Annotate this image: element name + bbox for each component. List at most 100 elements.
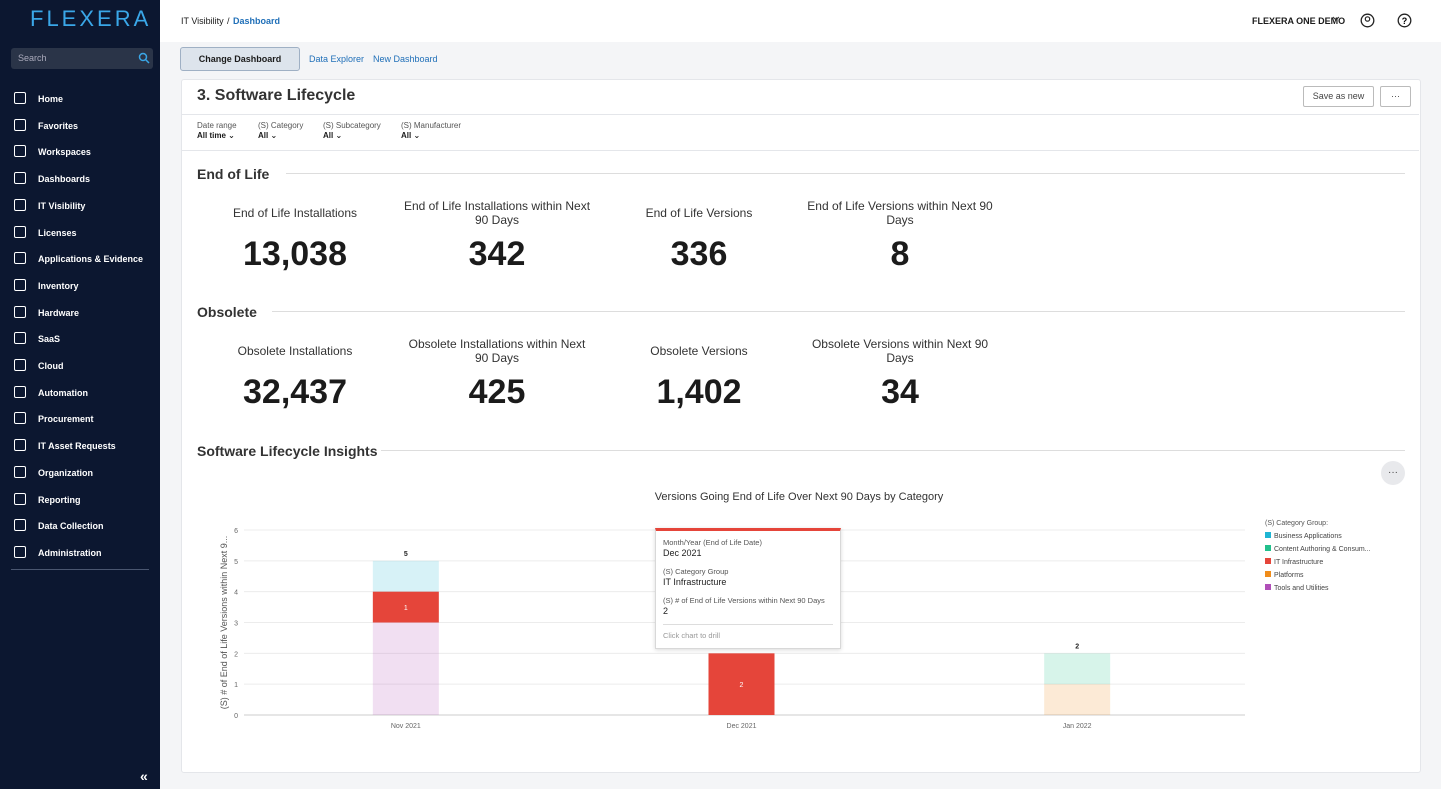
nav-label: Licenses <box>38 227 77 238</box>
nav-item[interactable]: Home <box>12 89 152 109</box>
nav-label: Cloud <box>38 361 64 371</box>
nav-label: SaaS <box>38 334 61 345</box>
topbar: IT Visibility / Dashboard FLEXERA ONE DE… <box>160 0 1441 42</box>
legend-label: Content Authoring & Consum... <box>1274 546 1371 553</box>
kpi-value: 342 <box>468 235 526 273</box>
filter-label: Date range <box>197 121 237 130</box>
section-line <box>286 173 1405 174</box>
kpi-value: 336 <box>670 235 728 273</box>
x-tick-label: Dec 2021 <box>727 723 757 730</box>
help-icon[interactable]: ? <box>1397 13 1412 28</box>
y-tick-label: 1 <box>234 682 238 689</box>
data-explorer-link[interactable]: Data Explorer <box>309 54 365 64</box>
y-axis-label: (S) # of End of Life Versions within Nex… <box>219 536 229 710</box>
tooltip-label: Month/Year (End of Life Date) <box>663 538 762 547</box>
kpi-label: Obsolete Installations within Next 90 Da… <box>408 337 586 365</box>
segment-label: 2 <box>740 682 744 689</box>
tooltip-value: IT Infrastructure <box>663 577 727 587</box>
filter-label: (S) Subcategory <box>323 121 381 130</box>
kpi-value: 32,437 <box>243 373 347 411</box>
divider <box>11 569 149 570</box>
filter-value[interactable]: All ⌄ <box>401 131 421 140</box>
legend-swatch <box>1265 584 1271 590</box>
nav-item[interactable]: IT Visibility <box>12 196 152 216</box>
nav-item[interactable]: Data Collection <box>12 516 152 536</box>
section-line <box>381 450 1405 451</box>
y-tick-label: 0 <box>234 713 238 720</box>
legend-title: (S) Category Group: <box>1265 520 1328 527</box>
nav-item[interactable]: Cloud <box>12 356 152 376</box>
nav-item[interactable]: Inventory <box>12 276 152 296</box>
chart-menu[interactable]: ··· <box>1381 461 1405 485</box>
legend-swatch <box>1265 545 1271 551</box>
nav-icon <box>14 172 26 185</box>
kpi-value: 13,038 <box>243 235 347 273</box>
nav-label: Favorites <box>38 120 79 131</box>
nav-label: Administration <box>38 547 102 558</box>
nav-label: Data Collection <box>38 521 104 532</box>
nav-icon <box>14 545 26 558</box>
nav-item[interactable]: Dashboards <box>12 169 152 189</box>
nav-item[interactable]: Automation <box>12 383 152 403</box>
total-label: 2 <box>1075 643 1079 650</box>
tooltip-value: 2 <box>663 606 669 616</box>
dashboard-card <box>181 79 1421 773</box>
nav-icon <box>14 198 26 211</box>
kpi-label: Obsolete Installations <box>237 344 353 358</box>
nav-item[interactable]: Applications & Evidence <box>12 249 152 269</box>
filter-label: (S) Manufacturer <box>401 121 462 130</box>
kpi-value: 1,402 <box>656 373 742 411</box>
tooltip-label: (S) Category Group <box>663 567 729 576</box>
filter-value[interactable]: All ⌄ <box>258 131 278 140</box>
tooltip-divider <box>663 624 833 625</box>
save-as-new-button[interactable]: Save as new <box>1303 86 1374 107</box>
nav-item[interactable]: IT Asset Requests <box>12 436 152 456</box>
nav-label: Dashboards <box>38 174 91 185</box>
y-tick-label: 2 <box>234 651 238 658</box>
nav-item[interactable]: Hardware <box>12 303 152 323</box>
legend-label: IT Infrastructure <box>1274 559 1323 566</box>
more-button[interactable]: ··· <box>1380 86 1411 107</box>
dashboard-title: 3. Software Lifecycle <box>197 87 356 104</box>
search-placeholder: Search <box>18 53 47 63</box>
nav-item[interactable]: Licenses <box>12 223 152 243</box>
nav-icon <box>14 359 26 371</box>
breadcrumb[interactable]: IT Visibility <box>181 16 224 26</box>
nav-item[interactable]: Administration <box>12 543 152 563</box>
kpi-label: End of Life Versions <box>645 206 753 220</box>
total-label: 5 <box>404 551 408 558</box>
nav-icon <box>14 385 26 398</box>
nav-label: Reporting <box>38 494 81 505</box>
nav-icon <box>14 252 26 265</box>
search-icon <box>138 52 150 64</box>
search-box[interactable]: Search <box>11 48 153 69</box>
nav-item[interactable]: Favorites <box>12 116 152 136</box>
y-tick-label: 5 <box>234 559 238 566</box>
breadcrumb[interactable]: Dashboard <box>233 16 281 26</box>
breadcrumb-separator: / <box>227 16 230 26</box>
nav-icon <box>14 145 26 158</box>
section-title: Obsolete <box>197 304 257 320</box>
nav-item[interactable]: Organization <box>12 463 152 483</box>
section-title: Software Lifecycle Insights <box>197 443 378 459</box>
new-dashboard-link[interactable]: New Dashboard <box>373 54 438 64</box>
nav-item[interactable]: Workspaces <box>12 142 152 162</box>
collapse-button[interactable]: « <box>140 768 148 784</box>
change-dashboard-button[interactable]: Change Dashboard <box>180 47 300 71</box>
filter-value[interactable]: All ⌄ <box>323 131 343 140</box>
nav-item[interactable]: SaaS <box>12 329 152 349</box>
legend-label: Business Applications <box>1274 533 1342 540</box>
filter-value[interactable]: All time ⌄ <box>197 131 235 140</box>
nav-icon <box>14 492 26 505</box>
nav-icon <box>14 465 26 478</box>
user-icon[interactable] <box>1360 13 1375 28</box>
account-menu[interactable]: FLEXERA ONE DEMO <box>1252 16 1346 26</box>
kpi-label: Obsolete Versions <box>650 344 748 358</box>
kpi-value: 34 <box>881 373 919 411</box>
nav-item[interactable]: Reporting <box>12 490 152 510</box>
chart-title: Versions Going End of Life Over Next 90 … <box>655 491 944 503</box>
nav-item[interactable]: Procurement <box>12 409 152 429</box>
x-tick-label: Nov 2021 <box>391 723 421 730</box>
segment-label: 1 <box>404 605 408 612</box>
